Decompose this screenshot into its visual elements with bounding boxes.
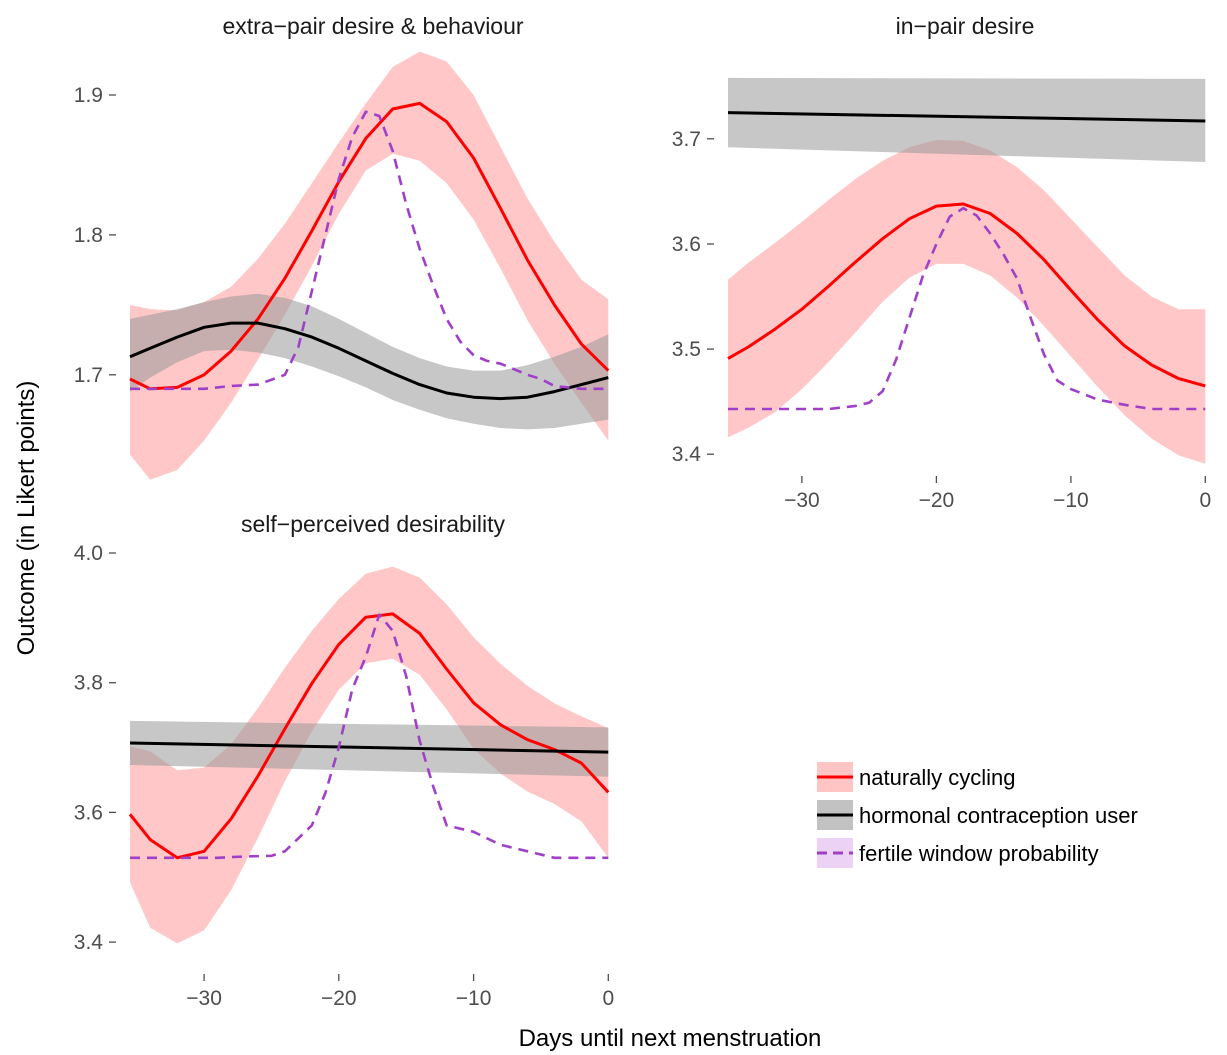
hormonal-line <box>129 741 609 754</box>
legend-item-hormonal: hormonal contraception user <box>817 800 1138 830</box>
legend-label-natural: naturally cycling <box>859 765 1016 790</box>
x-tick-label: −20 <box>321 987 357 1010</box>
hormonal-line <box>727 111 1206 123</box>
y-tick-label: 1.7 <box>74 364 103 387</box>
panel-title: self−perceived desirability <box>241 511 505 537</box>
natural-line <box>128 612 610 860</box>
legend-item-natural: naturally cycling <box>817 762 1016 792</box>
legend: naturally cycling hormonal contraception… <box>817 762 1138 868</box>
y-tick-label: 3.5 <box>672 338 701 361</box>
legend-label-hormonal: hormonal contraception user <box>859 803 1138 828</box>
x-axis-title: Days until next menstruation <box>519 1025 822 1052</box>
y-tick-label: 3.6 <box>672 233 701 256</box>
fertile-line <box>728 206 1206 411</box>
plot-area: 3.4 3.6 3.8 4.0 −30 −20 −10 0 <box>74 542 614 1010</box>
x-tick-label: −30 <box>186 987 222 1010</box>
fertile-line <box>130 110 609 391</box>
x-tick-label: −20 <box>919 489 955 512</box>
natural-line <box>727 202 1206 388</box>
plot-area: 3.4 3.5 3.6 3.7 −30 −20 −10 0 <box>672 77 1211 512</box>
y-tick-label: 3.8 <box>74 672 103 695</box>
y-tick-label: 3.6 <box>74 801 103 824</box>
natural-band <box>728 139 1206 464</box>
y-tick-label: 1.8 <box>74 224 103 247</box>
y-tick-label: 1.9 <box>74 84 103 107</box>
y-tick-label: 3.7 <box>672 128 701 151</box>
x-tick-label: 0 <box>602 987 614 1010</box>
x-tick-label: −10 <box>1053 489 1089 512</box>
natural-line <box>129 101 610 391</box>
hormonal-line <box>129 321 609 401</box>
y-tick-label: 3.4 <box>672 443 702 466</box>
fertile-line <box>130 613 609 860</box>
x-tick-label: −10 <box>456 987 492 1010</box>
x-tick-label: −30 <box>784 489 820 512</box>
y-axis-title: Outcome (in Likert points) <box>13 381 40 656</box>
natural-band <box>130 566 609 944</box>
legend-item-fertile: fertile window probability <box>817 838 1099 868</box>
panel-in-pair-desire: in−pair desire 3.4 3.5 3.6 3.7 −30 −20 −10 0 <box>672 13 1211 512</box>
panel-title: in−pair desire <box>896 13 1035 39</box>
hormonal-band <box>728 77 1206 162</box>
plot-area: 1.7 1.8 1.9 <box>74 51 610 480</box>
panel-extra-pair-desire: extra−pair desire & behaviour 1.7 1.8 1.9 <box>74 13 610 480</box>
natural-band <box>130 51 609 480</box>
y-tick-label: 4.0 <box>74 542 103 565</box>
panel-self-perceived-desirability: self−perceived desirability 3.4 3.6 3.8 4.0… <box>74 511 614 1010</box>
y-tick-label: 3.4 <box>74 931 104 954</box>
panel-title: extra−pair desire & behaviour <box>222 13 523 39</box>
x-tick-label: 0 <box>1199 489 1211 512</box>
legend-label-fertile: fertile window probability <box>859 841 1099 866</box>
